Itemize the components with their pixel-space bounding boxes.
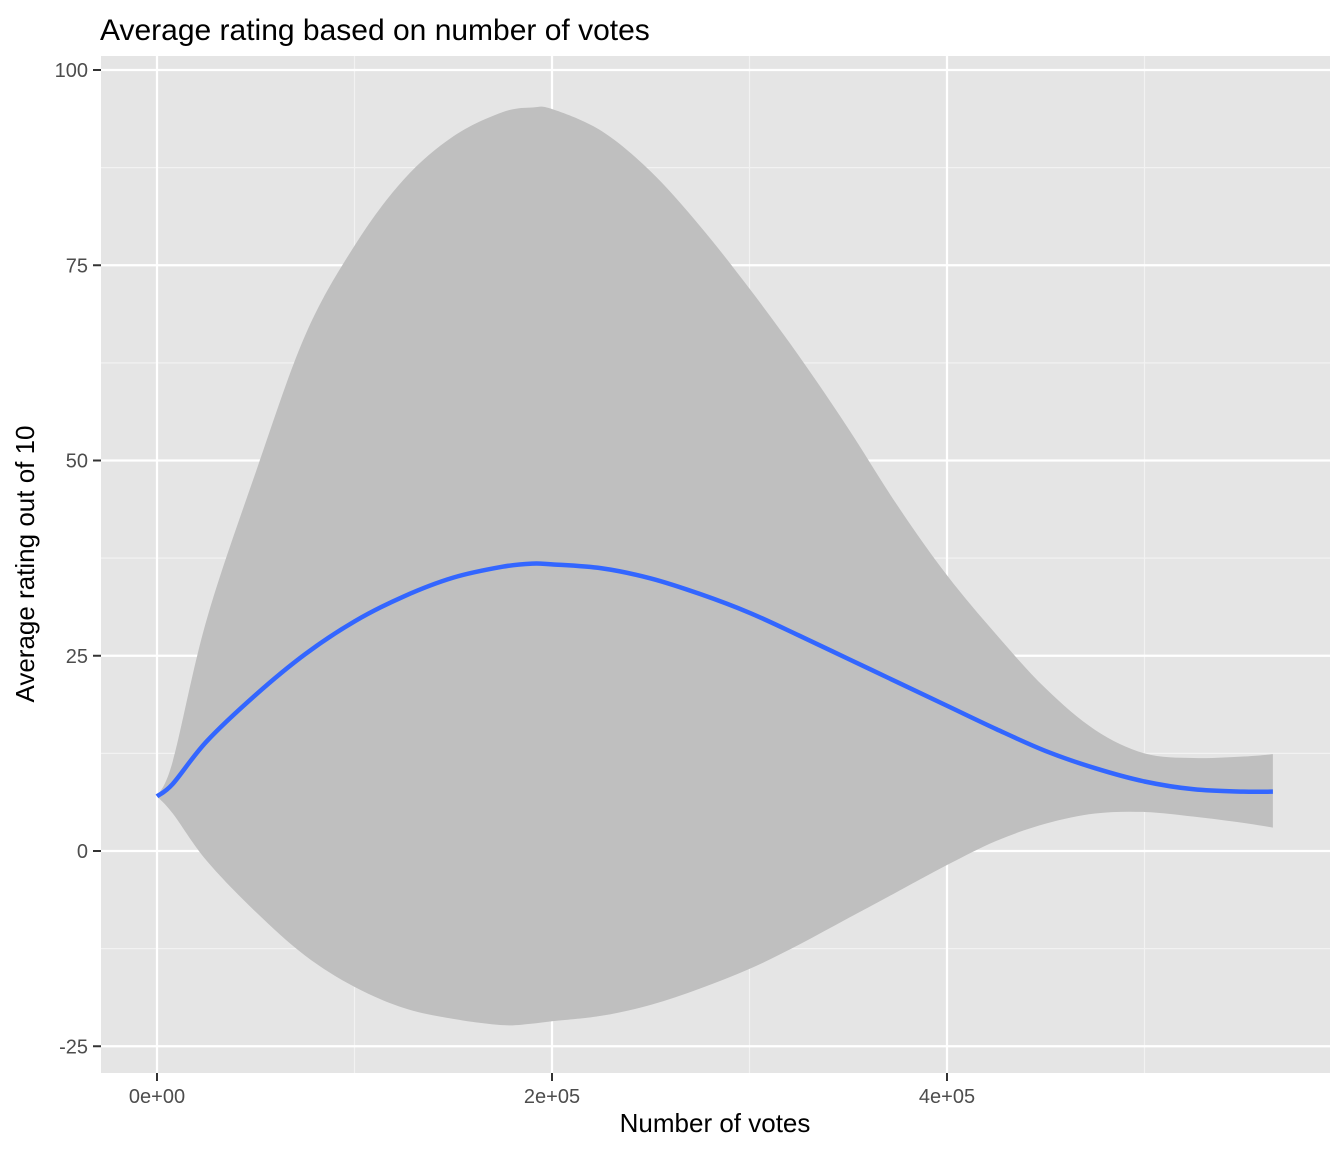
chart-title: Average rating based on number of votes [100, 14, 650, 47]
y-axis: -25 0 25 50 75 100 [55, 60, 101, 1058]
y-tick-label: 0 [77, 841, 88, 863]
y-tick-label: 75 [66, 255, 88, 277]
trend-line [155, 561, 1273, 799]
y-tick-label: 50 [66, 451, 88, 473]
x-axis: 0e+00 2e+05 4e+05 [129, 1073, 975, 1108]
y-tick-label: 100 [55, 60, 88, 82]
y-tick-label: 25 [66, 646, 88, 668]
confidence-band [157, 106, 1273, 1026]
x-axis-title: Number of votes [620, 1108, 811, 1138]
x-tick-label: 0e+00 [129, 1086, 185, 1108]
x-tick-label: 2e+05 [524, 1086, 580, 1108]
y-axis-title: Average rating out of 10 [10, 425, 40, 702]
y-tick-label: -25 [59, 1036, 88, 1058]
data-layer [155, 106, 1273, 1026]
x-tick-label: 4e+05 [919, 1086, 975, 1108]
